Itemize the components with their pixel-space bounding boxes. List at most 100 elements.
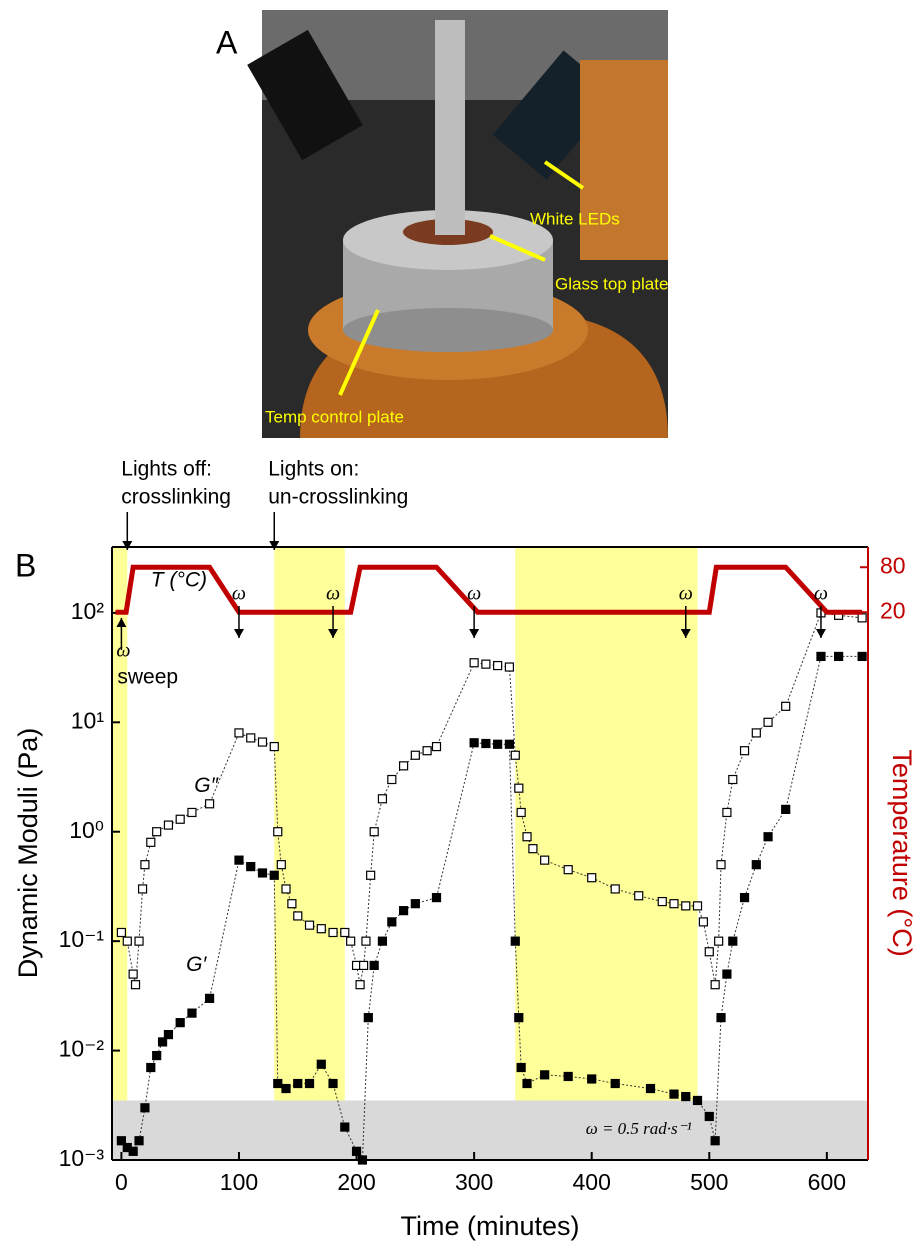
point	[741, 747, 749, 755]
point	[782, 805, 790, 813]
point	[529, 845, 537, 853]
point	[147, 1064, 155, 1072]
point	[511, 937, 519, 945]
point	[164, 1031, 172, 1039]
point	[288, 900, 296, 908]
point	[153, 1052, 161, 1060]
point	[153, 828, 161, 836]
point	[715, 937, 723, 945]
point	[176, 1019, 184, 1027]
point	[858, 614, 866, 622]
point	[723, 970, 731, 978]
event-label: un-crosslinking	[268, 486, 408, 509]
sweep-label: sweep	[117, 666, 178, 689]
x-tick-label: 0	[115, 1169, 128, 1195]
x-tick-label: 400	[573, 1169, 611, 1195]
point	[117, 928, 125, 936]
y-tick-label: 10⁻²	[59, 1036, 105, 1062]
connector	[121, 656, 862, 1160]
point	[129, 970, 137, 978]
point	[329, 928, 337, 936]
callout: White LEDs	[530, 209, 620, 228]
point	[139, 885, 147, 893]
point	[141, 861, 149, 869]
point	[411, 751, 419, 759]
temperature-line	[116, 567, 863, 612]
point	[378, 937, 386, 945]
figure: A White LEDs Glass top plate Temp contro…	[0, 0, 914, 1249]
point	[670, 1090, 678, 1098]
omega-label: ω	[814, 583, 828, 605]
x-tick-label: 300	[455, 1169, 493, 1195]
point	[135, 1137, 143, 1145]
point	[206, 800, 214, 808]
point	[135, 937, 143, 945]
point	[176, 815, 184, 823]
noise-label: ω = 0.5 rad·s⁻¹	[586, 1119, 692, 1138]
point	[782, 702, 790, 710]
point	[353, 1147, 361, 1155]
y-tick-label: 10⁻³	[59, 1145, 105, 1171]
callout: Glass top plate	[555, 274, 668, 293]
point	[235, 729, 243, 737]
omega-label: ω	[467, 583, 481, 605]
point	[206, 994, 214, 1002]
point	[367, 871, 375, 879]
point	[123, 937, 131, 945]
point	[505, 663, 513, 671]
point	[517, 808, 525, 816]
point	[723, 808, 731, 816]
point	[147, 838, 155, 846]
point	[482, 660, 490, 668]
series-label: G″	[194, 774, 219, 797]
noise-floor	[112, 1100, 868, 1160]
point	[523, 1080, 531, 1088]
point	[364, 1014, 372, 1022]
point	[341, 928, 349, 936]
point	[729, 937, 737, 945]
point	[329, 1080, 337, 1088]
point	[235, 856, 243, 864]
point	[741, 894, 749, 902]
event-label: Lights on:	[268, 458, 359, 481]
point	[482, 740, 490, 748]
point	[378, 795, 386, 803]
point	[258, 869, 266, 877]
point	[817, 652, 825, 660]
point	[511, 751, 519, 759]
point	[141, 1104, 149, 1112]
point	[358, 1156, 366, 1164]
point	[588, 1075, 596, 1083]
point	[388, 918, 396, 926]
point	[682, 902, 690, 910]
y-tick-label: 10⁻¹	[59, 926, 105, 952]
event-label: Lights off:	[121, 458, 212, 481]
photo: A White LEDs Glass top plate Temp contro…	[216, 10, 668, 438]
point	[270, 871, 278, 879]
point	[858, 652, 866, 660]
point	[370, 828, 378, 836]
point	[694, 1096, 702, 1104]
point	[317, 925, 325, 933]
point	[188, 808, 196, 816]
point	[705, 948, 713, 956]
point	[356, 981, 364, 989]
point	[258, 738, 266, 746]
callout: Temp control plate	[265, 407, 404, 426]
x-tick-label: 600	[808, 1169, 846, 1195]
point	[341, 1123, 349, 1131]
point	[752, 729, 760, 737]
point	[611, 1080, 619, 1088]
point	[270, 743, 278, 751]
point	[515, 784, 523, 792]
omega-arrow-head	[816, 629, 826, 638]
point	[523, 833, 531, 841]
y-tick-label: 10⁰	[69, 817, 104, 843]
point	[274, 1080, 282, 1088]
point	[282, 1085, 290, 1093]
point	[400, 762, 408, 770]
series-label: G′	[186, 953, 207, 976]
point	[541, 1071, 549, 1079]
point	[433, 894, 441, 902]
point	[670, 900, 678, 908]
